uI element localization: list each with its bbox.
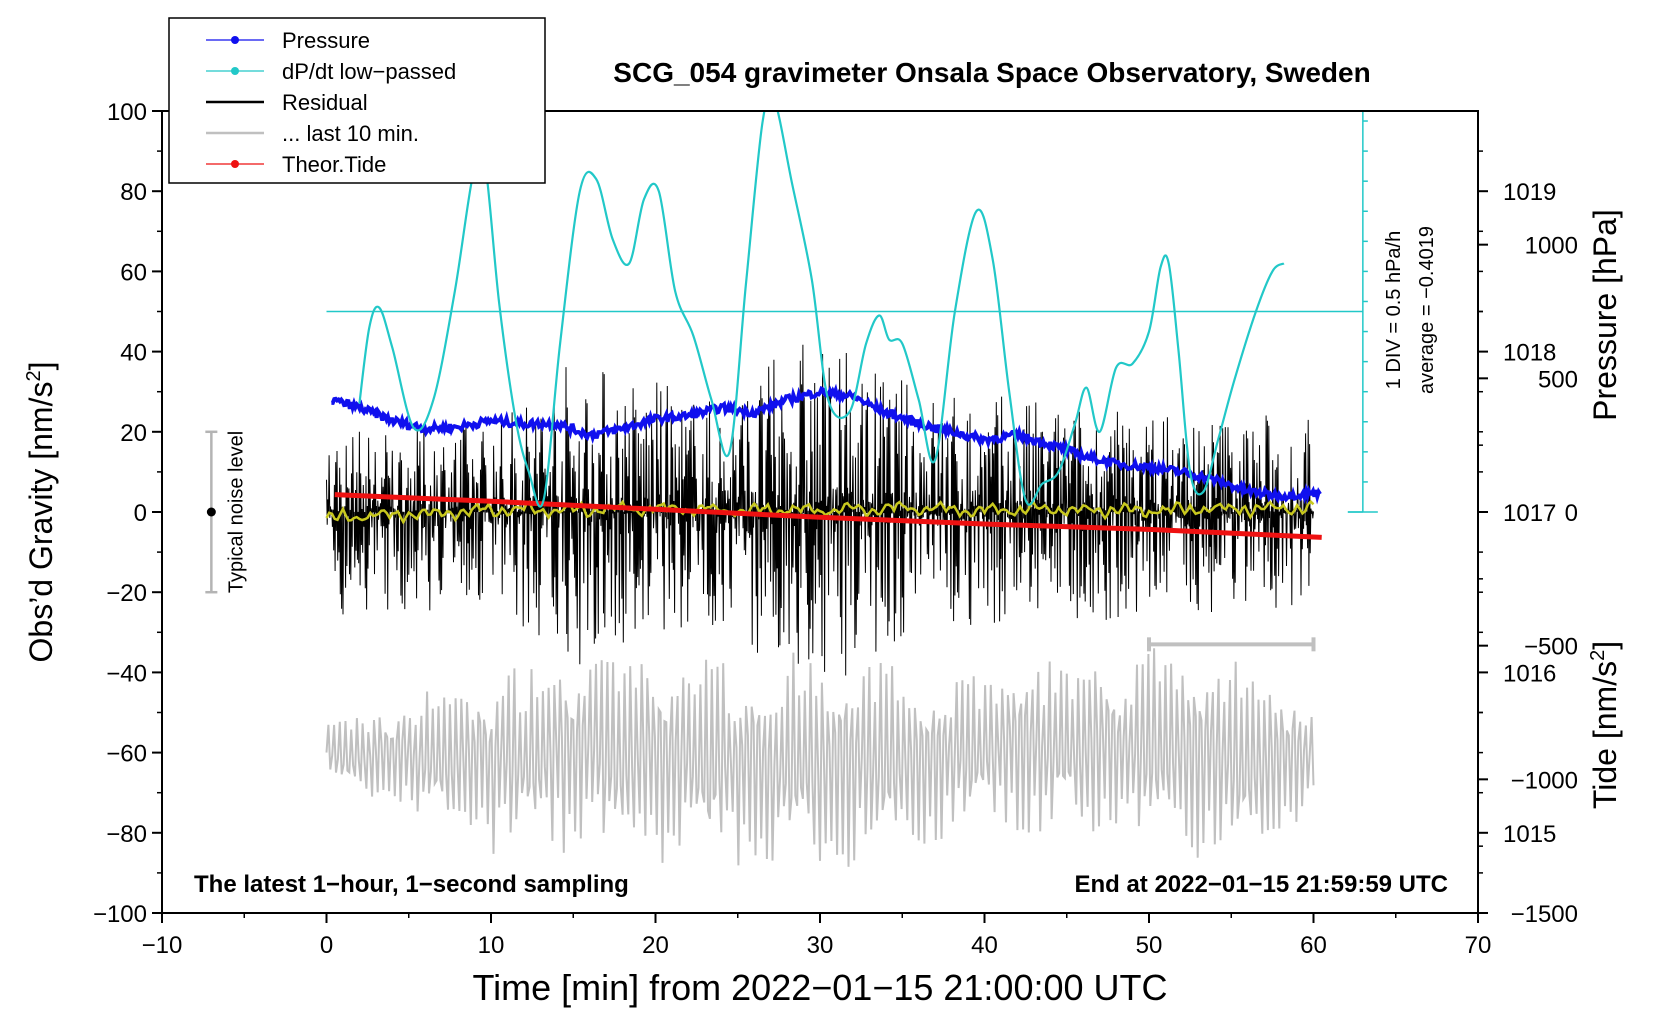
noise-bar-center-dot xyxy=(206,507,216,517)
legend-swatch-marker xyxy=(231,67,239,75)
dpdt-average-label: average = −0.4019 xyxy=(1416,226,1438,394)
y-tick-label: 0 xyxy=(134,500,147,527)
y-tick-label: −60 xyxy=(106,741,147,768)
legend-label: dP/dt low−passed xyxy=(282,59,456,84)
legend-swatch-marker xyxy=(231,160,239,168)
pressure-tick-label: 1019 xyxy=(1503,179,1556,206)
x-tick-label: 0 xyxy=(320,932,333,959)
y-tick-label: 60 xyxy=(120,259,147,286)
x-tick-label: 40 xyxy=(971,932,998,959)
x-axis-label: Time [min] from 2022−01−15 21:00:00 UTC xyxy=(472,967,1167,1008)
chart-text-layer: Typical noise level SCG_054 gravimeter On… xyxy=(23,57,1623,1008)
x-tick-label: 30 xyxy=(807,932,834,959)
y-tick-label: −40 xyxy=(106,660,147,687)
tide-tick-label: −1500 xyxy=(1511,901,1578,928)
legend-swatch-marker xyxy=(231,36,239,44)
y-tick-label: −20 xyxy=(106,580,147,607)
y-axis-label-sup: 2 xyxy=(23,370,45,381)
chart-series-layer xyxy=(205,111,1378,867)
x-tick-label: 50 xyxy=(1136,932,1163,959)
x-tick-label: 20 xyxy=(642,932,669,959)
y-axis-label: Obs’d Gravity [nm/s2] xyxy=(23,362,59,663)
pressure-tick-label: 1018 xyxy=(1503,340,1556,367)
noise-label: Typical noise level xyxy=(225,431,247,593)
y-tick-label: 40 xyxy=(120,340,147,367)
y-axis-label-main: Obs’d Gravity [nm/s xyxy=(23,382,59,663)
residual-smoothed-line xyxy=(325,499,1315,525)
legend-box xyxy=(168,17,546,184)
x-tick-label: 60 xyxy=(1300,932,1327,959)
pressure-tick-label: 1015 xyxy=(1503,821,1556,848)
dpdt-line xyxy=(358,111,1285,508)
dpdt-div-label: 1 DIV = 0.5 hPa/h xyxy=(1383,231,1405,389)
chart-title: SCG_054 gravimeter Onsala Space Observat… xyxy=(613,57,1370,88)
x-tick-label: 70 xyxy=(1465,932,1492,959)
y-axis-label-end: ] xyxy=(23,362,59,371)
tide-axis-label: Tide [nm/s2] xyxy=(1587,641,1623,809)
pressure-tick-label: 1016 xyxy=(1503,660,1556,687)
pressure-tick-label: 1017 xyxy=(1503,500,1556,527)
y-tick-label: −100 xyxy=(93,901,147,928)
tide-tick-label: 0 xyxy=(1565,500,1578,527)
legend-label: Residual xyxy=(282,90,368,115)
y-tick-label: 20 xyxy=(120,420,147,447)
tide-tick-label: −1000 xyxy=(1511,767,1578,794)
chart-axes-layer: −10 0 10 20 30 40 50 60 70−100−80−60−40−20020406… xyxy=(93,99,1578,959)
y-tick-label: 80 xyxy=(120,179,147,206)
pressure-axis-label: Pressure [hPa] xyxy=(1587,209,1623,421)
tide-tick-label: 500 xyxy=(1538,366,1578,393)
tide-tick-label: −500 xyxy=(1524,634,1578,661)
theoretical-tide-line xyxy=(334,492,1322,540)
legend-label: Pressure xyxy=(282,28,370,53)
y-tick-label: −80 xyxy=(106,821,147,848)
pressure-line xyxy=(330,383,1322,505)
last-10-min-line xyxy=(325,648,1315,867)
tide-tick-label: 1000 xyxy=(1525,233,1578,260)
legend-label: Theor.Tide xyxy=(282,152,386,177)
footer-left-annotation: The latest 1−hour, 1−second sampling xyxy=(194,871,629,898)
legend-label: ... last 10 min. xyxy=(282,121,419,146)
tide-axis-label-main: Tide [nm/s xyxy=(1587,661,1623,809)
tide-axis-label-end: ] xyxy=(1587,641,1623,650)
footer-right-annotation: End at 2022−01−15 21:59:59 UTC xyxy=(1074,871,1448,898)
chart-legend: Pressure dP/dt low−passed Residual ... last… xyxy=(168,17,546,184)
y-tick-label: 100 xyxy=(107,99,147,126)
tide-axis-label-sup: 2 xyxy=(1587,650,1609,661)
x-tick-label: 10 xyxy=(478,932,505,959)
x-tick-label: −10 xyxy=(142,932,183,959)
